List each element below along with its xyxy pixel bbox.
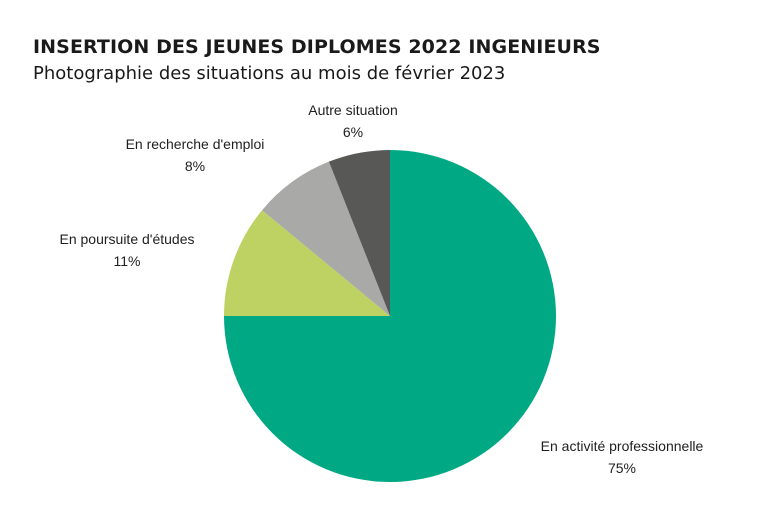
slice-value-label: 75% [608, 460, 636, 476]
chart-subtitle: Photographie des situations au mois de f… [33, 63, 506, 84]
slice-label: En poursuite d'études [60, 231, 195, 247]
pie-slice-2 [224, 210, 390, 316]
slice-label: Autre situation [308, 102, 398, 118]
pie-slice-3 [262, 161, 390, 316]
slice-label: En activité professionnelle [541, 438, 704, 454]
slice-value-label: 6% [343, 124, 363, 140]
slice-label: En recherche d'emploi [126, 136, 265, 152]
slice-value-label: 11% [114, 253, 141, 269]
pie-slice-4 [328, 150, 390, 316]
chart-title: INSERTION DES JEUNES DIPLOMES 2022 INGEN… [33, 36, 601, 58]
slice-value-label: 8% [185, 158, 205, 174]
